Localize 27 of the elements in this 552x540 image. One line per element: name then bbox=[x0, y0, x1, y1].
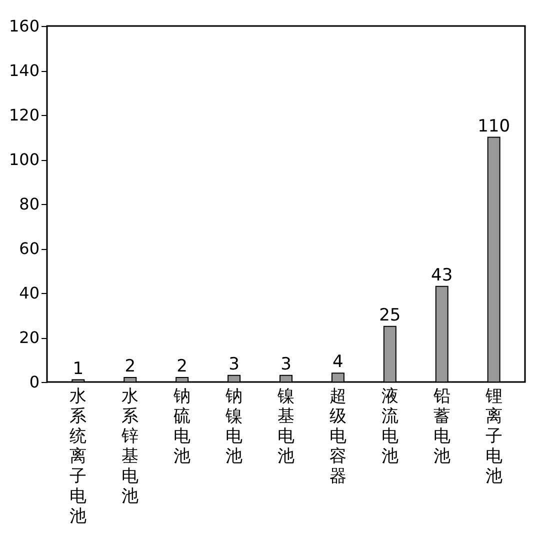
x-tick-label: 水系锌基电池 bbox=[120, 386, 139, 506]
data-label: 2 bbox=[176, 356, 188, 377]
y-tick-label: 60 bbox=[19, 239, 40, 258]
data-label: 25 bbox=[379, 305, 401, 326]
y-tick-label: 100 bbox=[8, 150, 40, 169]
x-tick-label: 铅蓄电池 bbox=[432, 386, 450, 466]
x-tick-label: 镍基电池 bbox=[276, 386, 294, 466]
x-tick-label: 钠镍电池 bbox=[224, 386, 243, 466]
x-tick-label: 超级电容器 bbox=[329, 386, 346, 486]
y-tick-label: 40 bbox=[19, 284, 40, 302]
y-tick-label: 160 bbox=[8, 16, 40, 36]
x-tick-label: 水系统离子电池 bbox=[70, 386, 87, 526]
data-label: 110 bbox=[478, 116, 510, 136]
x-tick-label: 钠硫电池 bbox=[172, 386, 191, 466]
data-label: 43 bbox=[431, 265, 453, 286]
data-label: 3 bbox=[280, 354, 292, 374]
y-tick-label: 120 bbox=[8, 106, 40, 124]
x-tick-label: 液流电池 bbox=[381, 386, 398, 466]
data-label: 4 bbox=[332, 352, 344, 372]
data-label: 2 bbox=[124, 356, 136, 377]
y-tick-label: 20 bbox=[19, 328, 40, 347]
data-label: 3 bbox=[228, 354, 240, 374]
data-label: 1 bbox=[72, 358, 84, 379]
y-tick-label: 0 bbox=[29, 372, 40, 392]
y-tick-label: 140 bbox=[8, 61, 40, 80]
x-tick-label: 锂离子电池 bbox=[484, 386, 502, 486]
y-tick-label: 80 bbox=[19, 194, 40, 214]
